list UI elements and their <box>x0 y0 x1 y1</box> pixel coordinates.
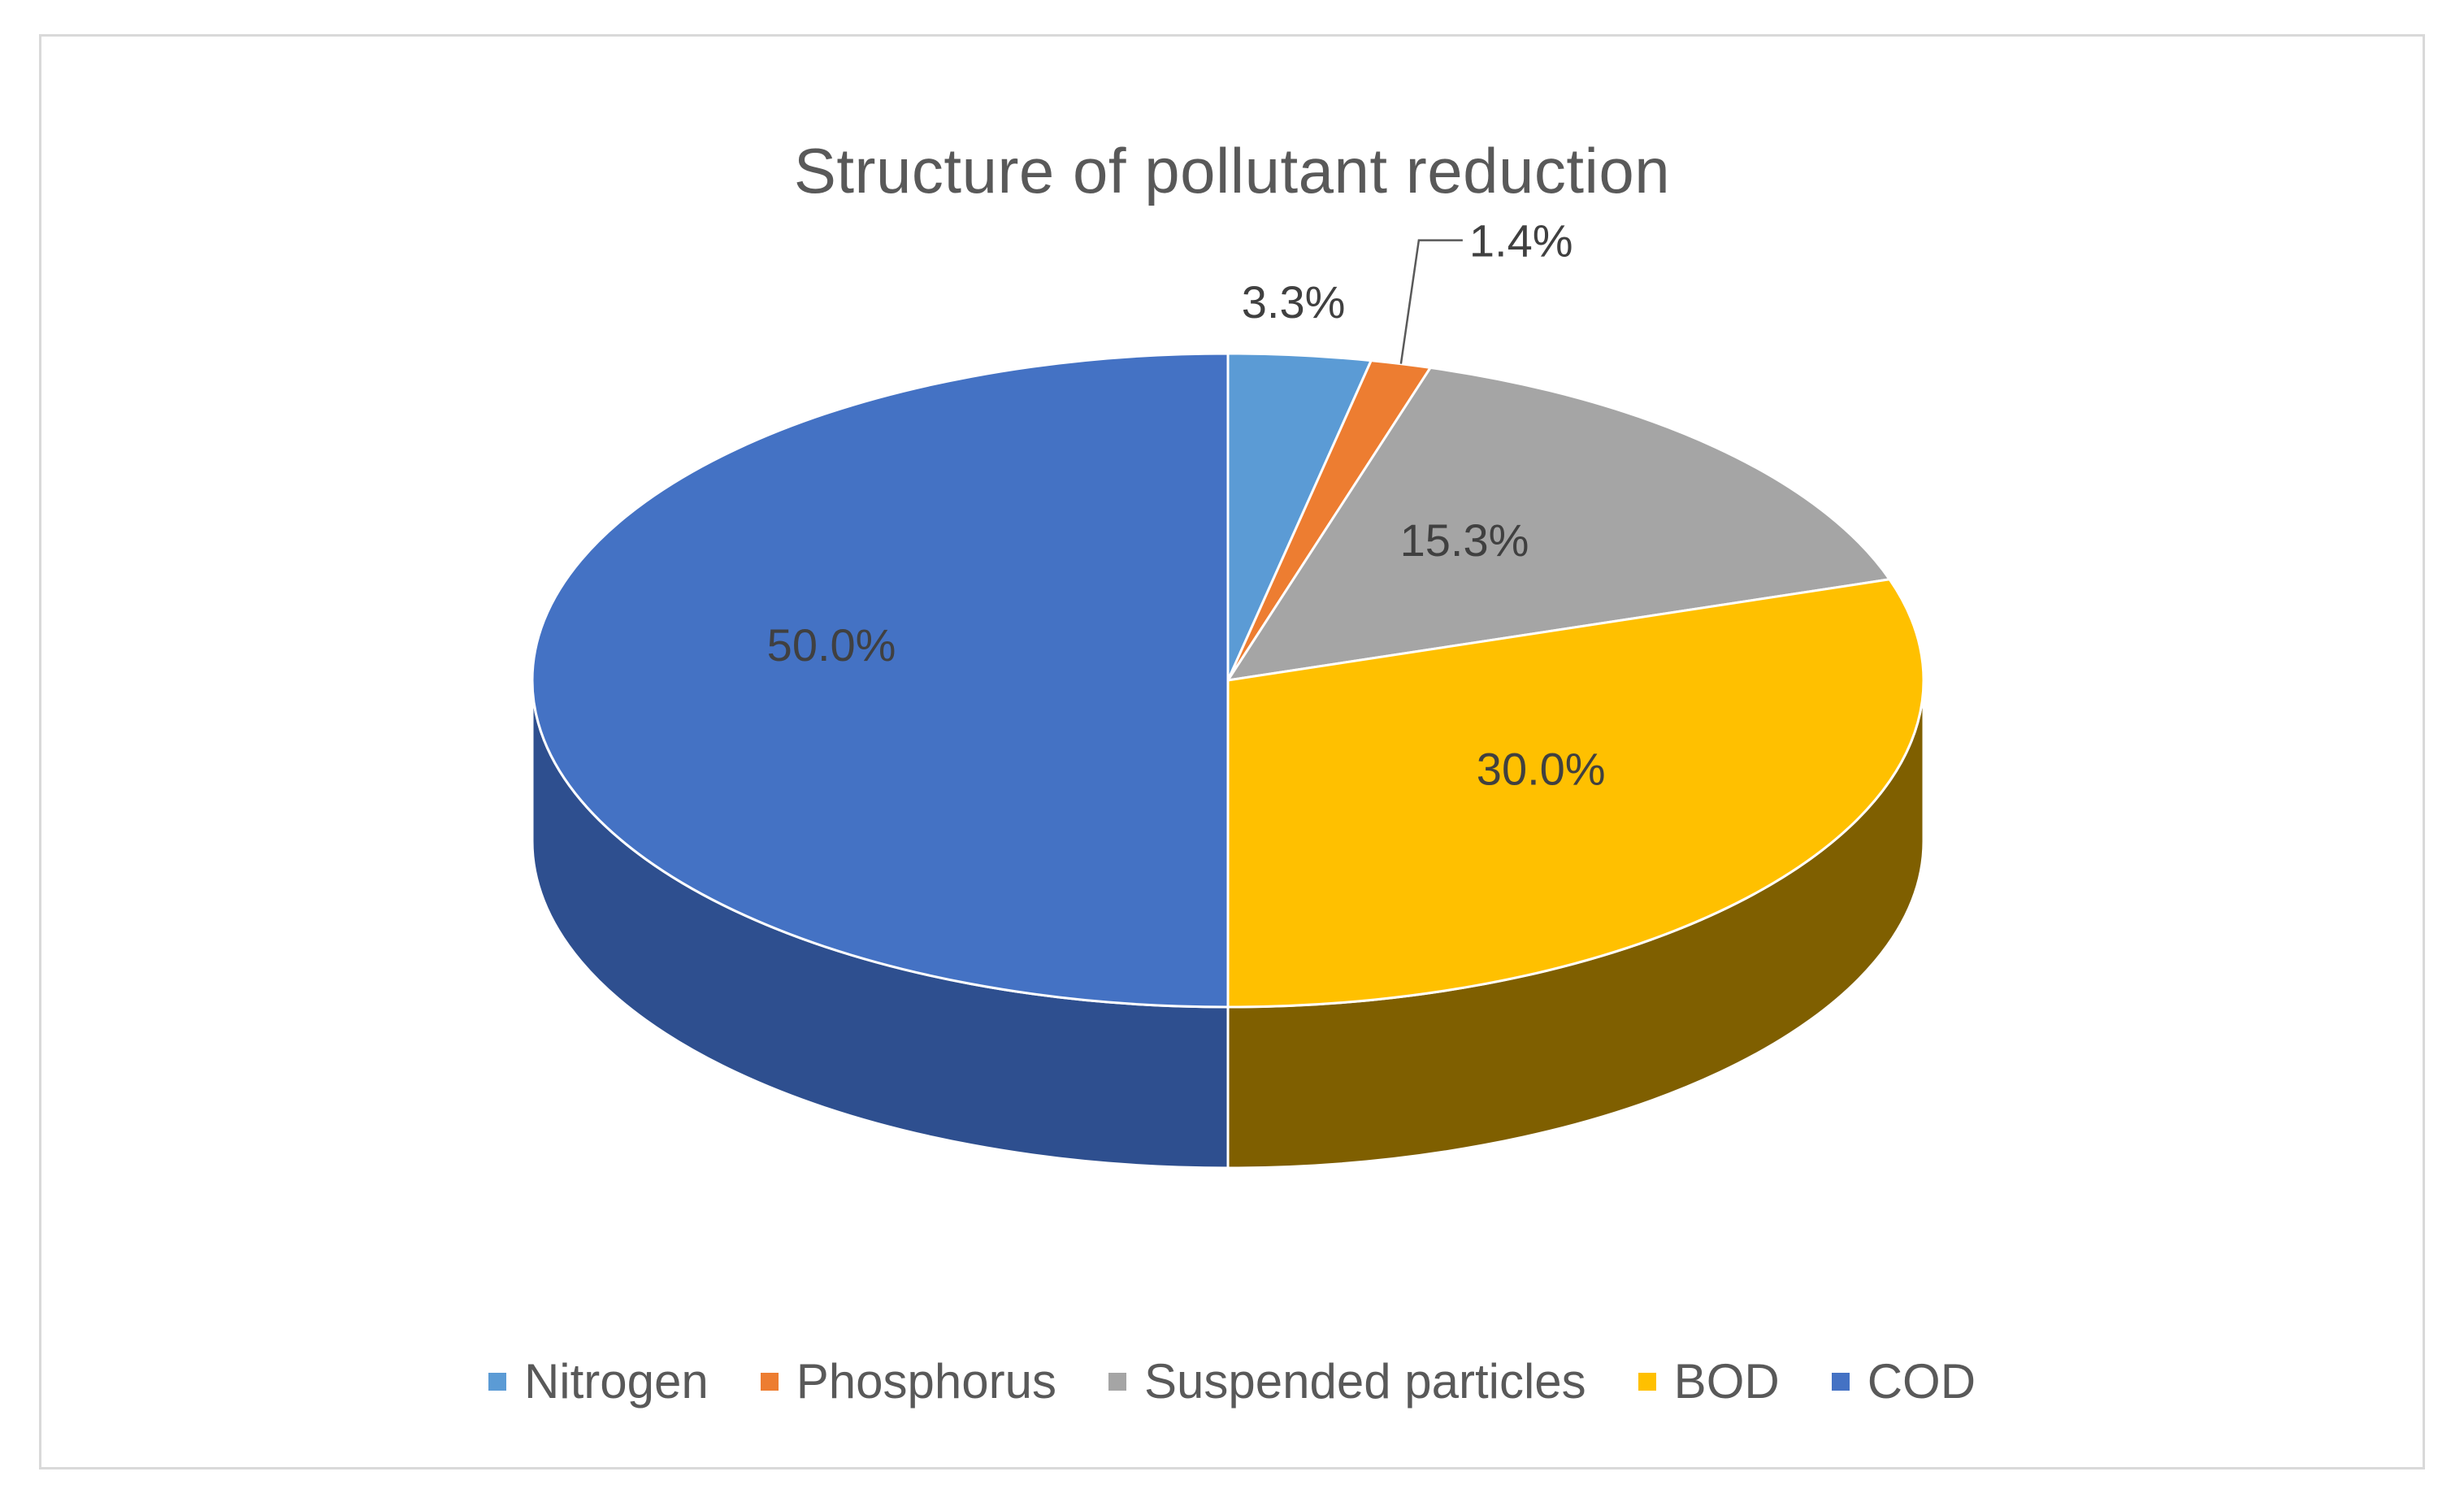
legend-label: BOD <box>1673 1354 1780 1409</box>
chart-title: Structure of pollutant reduction <box>793 135 1671 206</box>
legend-label: Suspended particles <box>1143 1354 1586 1409</box>
legend-label: Phosphorus <box>796 1354 1056 1409</box>
pie-chart: 3.3% 1.4% 15.3% 30.0% 50.0% <box>531 215 1925 1170</box>
data-label-nitrogen: 3.3% <box>1242 276 1346 328</box>
legend-swatch <box>1638 1372 1656 1391</box>
data-label-bod: 30.0% <box>1477 744 1606 795</box>
pie-slice-suspended-particles <box>1226 366 1891 682</box>
legend-swatch <box>488 1372 506 1391</box>
legend-item-cod: COD <box>1831 1353 1976 1409</box>
legend-label: COD <box>1867 1354 1976 1409</box>
legend-item-suspended-particles: Suspended particles <box>1108 1353 1586 1409</box>
legend-item-nitrogen: Nitrogen <box>488 1353 709 1409</box>
chart-frame: Structure of pollutant reduction 3.3% 1.4… <box>39 34 2425 1469</box>
legend-item-phosphorus: Phosphorus <box>760 1353 1056 1409</box>
chart-legend: Nitrogen Phosphorus Suspended particles BOD… <box>41 1353 2423 1409</box>
legend-swatch <box>760 1372 779 1391</box>
legend-swatch <box>1831 1372 1850 1391</box>
legend-label: Nitrogen <box>523 1354 709 1409</box>
leader-line-phosphorus <box>1399 239 1463 364</box>
legend-swatch <box>1108 1372 1126 1391</box>
pie-slice-bod <box>1226 578 1925 1009</box>
data-label-phosphorus: 1.4% <box>1469 215 1573 267</box>
data-label-cod: 50.0% <box>767 619 896 671</box>
pie-slice-cod <box>531 352 1230 1009</box>
data-label-suspended-particles: 15.3% <box>1400 514 1529 566</box>
legend-item-bod: BOD <box>1638 1353 1780 1409</box>
